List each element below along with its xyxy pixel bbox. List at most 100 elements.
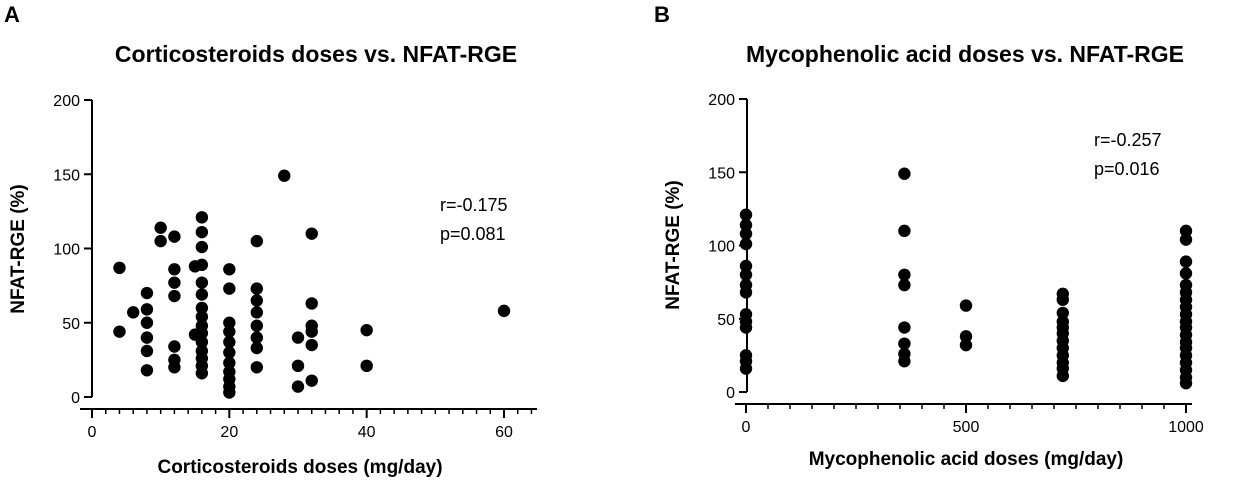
panel-a-y-tick-label: 0 <box>71 390 80 407</box>
panel-b-y-axis-label: NFAT-RGE (%) <box>663 180 684 309</box>
panel-a-data-point <box>250 234 263 248</box>
panel-b-data-point <box>739 218 753 232</box>
panel-a-data-point <box>195 240 209 254</box>
panel-a-data-point <box>195 211 209 224</box>
panel-b-x-tick-label: 500 <box>953 419 980 436</box>
panel-b-data-point <box>898 321 911 334</box>
panel-a-data-point <box>223 263 236 276</box>
panel-a-data-point <box>223 325 236 338</box>
panel-a-data-point <box>140 364 154 377</box>
panel-b-p-value: p=0.016 <box>1094 159 1160 179</box>
panel-b-data-point <box>739 362 753 375</box>
panel-b-x-axis-label: Mycophenolic acid doses (mg/day) <box>809 449 1124 470</box>
panel-a-data-point <box>168 340 181 353</box>
panel-a-data-point <box>291 331 305 344</box>
panel-b-data-point <box>959 299 973 312</box>
panel-b-y-tick-label: 0 <box>726 385 735 402</box>
panel-b-data-point <box>1179 233 1193 246</box>
panel-b: B Mycophenolic acid doses vs. NFAT-RGE N… <box>654 2 1204 470</box>
panel-a-data-point <box>291 380 305 393</box>
panel-b-data-point <box>739 321 753 334</box>
panel-a-data-point <box>140 344 154 358</box>
panel-b-letter: B <box>654 2 670 27</box>
panel-b-data-point <box>1179 377 1193 390</box>
panel-b-y-tick-label: 200 <box>708 92 735 109</box>
panel-a-data-point <box>113 261 126 275</box>
panel-a-data-point <box>195 225 209 239</box>
panel-a-data-point <box>168 276 181 289</box>
panel-a-data-point <box>223 356 236 370</box>
panel-a-title: Corticosteroids doses vs. NFAT-RGE <box>115 41 517 67</box>
panel-b-data-point <box>1056 369 1070 383</box>
panel-a-y-tick-label: 200 <box>53 93 80 110</box>
panel-a-data-point <box>140 331 154 344</box>
panel-a-data-point <box>497 304 511 318</box>
panel-b-r-value: r=-0.257 <box>1094 130 1162 150</box>
panel-a-data-point <box>168 289 181 303</box>
panel-a-p-value: p=0.081 <box>440 224 506 244</box>
panel-b-data-point <box>898 167 911 180</box>
panel-b-data-point <box>739 208 753 221</box>
panel-b-data-point <box>1056 293 1070 306</box>
panel-b-data-point <box>1056 306 1070 320</box>
panel-b-data-point <box>898 224 911 238</box>
panel-b-data-point <box>898 355 911 368</box>
panel-a-data-point <box>195 310 209 324</box>
panel-a-r-value: r=-0.175 <box>440 195 508 215</box>
panel-a-data-point <box>305 297 318 310</box>
panel-a-data-point <box>195 276 209 289</box>
panel-a-x-tick-label: 20 <box>220 424 238 441</box>
panel-b-data-point <box>739 237 753 251</box>
panel-a-y-tick-label: 50 <box>62 316 80 333</box>
panel-a-data-point <box>168 263 181 276</box>
panel-a-data-point <box>223 386 236 399</box>
panel-a-x-tick-label: 60 <box>495 424 513 441</box>
panel-b-y-tick-label: 50 <box>717 312 735 329</box>
panel-a-letter: A <box>4 2 20 27</box>
panel-a-data-point <box>195 258 209 272</box>
panel-a-data-point <box>195 367 209 380</box>
panel-a-data-point <box>195 288 209 301</box>
panel-a-data-point <box>223 316 236 329</box>
panel-a-x-tick-label: 0 <box>88 424 97 441</box>
panel-b-plot-area: 0 50 100 150 200 0 500 1000 <box>708 92 1204 436</box>
panel-a-x-axis-label: Corticosteroids doses (mg/day) <box>157 457 442 478</box>
panel-a-data-point <box>250 294 263 307</box>
panel-a-plot-area: 0 50 100 150 200 0 20 40 60 <box>53 93 537 441</box>
panel-b-data-point <box>1179 267 1193 280</box>
panel-a-data-point <box>305 325 318 338</box>
panel-b-y-tick-label: 100 <box>708 239 735 256</box>
panel-a-data-point <box>140 316 154 329</box>
panel-b-data-point <box>898 268 911 281</box>
panel-b-data-point <box>1179 255 1193 268</box>
panel-a-data-point <box>250 331 263 344</box>
panel-a-data-point <box>195 326 209 340</box>
panel-b-data-point <box>739 268 753 281</box>
panel-b-data-point <box>1179 224 1193 238</box>
panel-a-data-point <box>223 282 236 295</box>
panel-b-x-tick-label: 0 <box>742 419 751 436</box>
panel-b-title: Mycophenolic acid doses vs. NFAT-RGE <box>746 41 1184 67</box>
panel-a-data-point <box>250 306 263 319</box>
panel-a-data-point <box>168 230 181 243</box>
panel-a-data-point <box>140 303 154 316</box>
panel-b-data-point <box>959 330 973 343</box>
panel-b-x-tick-label: 1000 <box>1168 419 1204 436</box>
panel-a-data-point <box>127 306 140 319</box>
panel-a-data-point <box>140 286 154 300</box>
panel-a: A Corticosteroids doses vs. NFAT-RGE NFA… <box>4 2 537 478</box>
panel-a-y-axis-label: NFAT-RGE (%) <box>8 184 29 313</box>
panel-a-data-point <box>223 335 236 349</box>
panel-a-data-point <box>278 169 291 182</box>
panel-a-data-point <box>291 359 305 373</box>
panel-b-y-tick-label: 150 <box>708 165 735 182</box>
panel-a-data-point <box>250 319 263 332</box>
panel-a-data-point <box>250 282 263 295</box>
panel-a-data-point <box>154 221 167 234</box>
panel-b-data-point <box>898 337 911 350</box>
panel-a-data-point <box>360 323 373 337</box>
panel-a-data-point <box>305 227 318 240</box>
panel-a-data-point <box>223 346 236 359</box>
panel-a-x-tick-label: 40 <box>358 424 376 441</box>
